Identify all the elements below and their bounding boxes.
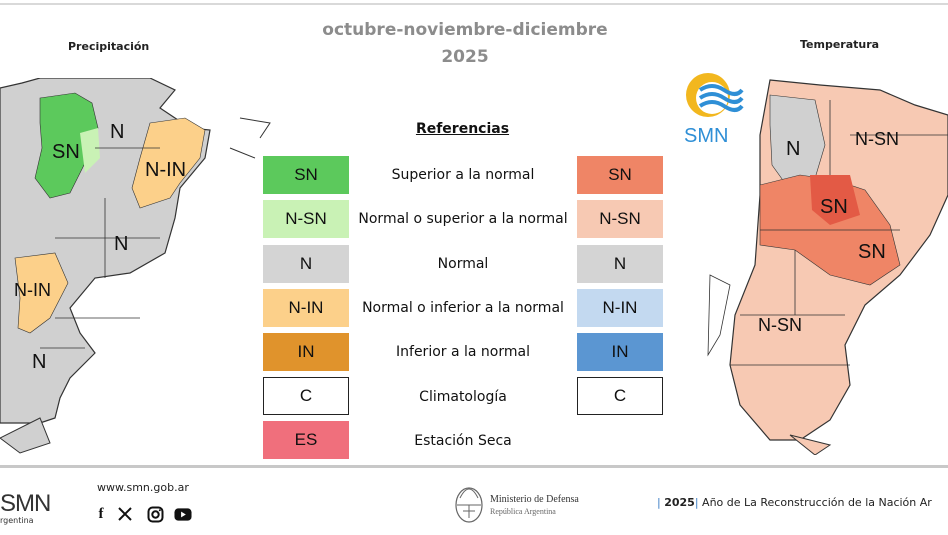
footer-smn-logo-sub: rgentina [0,516,34,525]
youtube-icon[interactable] [174,505,192,523]
precip-region-label: N [32,351,46,373]
instagram-icon[interactable] [146,505,164,523]
precip-legend-swatch-c: C [263,377,349,415]
temp-region-label: N-SN [758,315,802,335]
smn-logo: SMN [684,73,744,145]
divider-bar: | [694,496,699,509]
legend-title: Referencias [415,121,510,137]
region-orange-w [14,252,69,334]
footer-year-banner: | 2025| Año de La Reconstrucción de la N… [657,496,932,509]
temp-legend-swatch-sn: SN [577,156,663,194]
precip-legend-swatch-n-in: N-IN [263,289,349,327]
province-lines [730,100,948,366]
precip-legend-swatch-n: N [263,245,349,283]
footer-year: 2025 [664,496,695,509]
precip-region-label: N-IN [145,159,186,181]
legend-desc-n-in: Normal o inferior a la normal [362,300,564,316]
temp-region-label: SN [858,241,886,263]
legend-desc-c: Climatología [419,389,507,405]
legend-desc-sn: Superior a la normal [391,167,535,183]
temp-panel-label: Temperatura [800,38,880,51]
island-outline [789,434,832,455]
region-light-green [80,128,100,173]
website-link[interactable]: www.smn.gob.ar [97,481,189,494]
ministry-subtitle: República Argentina [490,507,556,516]
footer-divider [0,465,948,468]
temp-legend-swatch-n-in: N-IN [577,289,663,327]
precip-region-label: N-IN [14,280,51,300]
legend-desc-in: Inferior a la normal [396,344,530,360]
legend-desc-n-sn: Normal o superior a la normal [358,211,568,227]
x-icon[interactable] [116,505,134,523]
region-dark-red [810,175,860,225]
legend-desc-es: Estación Seca [414,433,512,449]
temp-legend-swatch-n: N [577,245,663,283]
precip-legend-swatch-sn: SN [263,156,349,194]
precip-panel-label: Precipitación [68,40,150,53]
footer-year-motto: Año de La Reconstrucción de la Nación Ar [698,496,932,509]
precip-legend-swatch-n-sn: N-SN [263,200,349,238]
temp-region-label: N-SN [855,129,899,149]
precip-legend-swatch-es: ES [263,421,349,459]
coast-detail [707,274,731,357]
temperature-map: N N-SN SN SN N-SN [707,79,948,455]
legend-desc-n: Normal [437,256,489,272]
temp-legend-swatch-in: IN [577,333,663,371]
temp-legend-swatch-c: C [577,377,663,415]
top-border [0,3,948,5]
coast-detail [229,117,271,159]
temp-region-label: SN [820,196,848,218]
precip-legend-swatch-in: IN [263,333,349,371]
temp-legend-swatch-n-sn: N-SN [577,200,663,238]
divider-bar: | [657,496,661,509]
precip-region-label: N [110,121,124,143]
temp-region-label: N [786,138,800,160]
precipitation-map: SN N N-IN N N-IN N [0,78,271,454]
page-title-period: octubre-noviembre-diciembre [322,20,608,40]
precip-region-label: SN [52,141,80,163]
ministry-name: Ministerio de Defensa [490,494,579,505]
region-orange-ne [131,117,206,209]
footer-smn-logo: SMN [0,490,51,517]
page-title-year: 2025 [441,47,489,67]
coat-of-arms-icon [455,487,483,523]
province-lines [40,147,160,349]
smn-logo-text: SMN [684,125,728,145]
precip-region-label: N [114,233,128,255]
facebook-icon[interactable]: f [98,505,104,522]
region-green-sn [34,92,99,199]
island-outline [0,417,51,454]
